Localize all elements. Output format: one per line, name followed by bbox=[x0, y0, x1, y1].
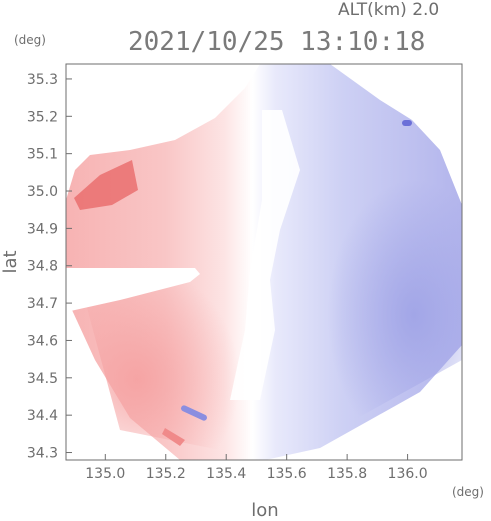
x-tick-label: 135.4 bbox=[206, 466, 246, 482]
x-tick-label: 135.2 bbox=[146, 466, 186, 482]
y-tick-label: 34.3 bbox=[27, 446, 58, 462]
velocity-field bbox=[66, 64, 462, 460]
x-tick-label: 136.0 bbox=[388, 466, 428, 482]
x-ticks: 135.0 135.2 135.4 135.6 135.8 136.0 bbox=[85, 454, 428, 482]
chart-title: 2021/10/25 13:10:18 bbox=[128, 27, 425, 57]
y-tick-label: 34.9 bbox=[27, 221, 58, 237]
y-tick-label: 34.8 bbox=[27, 259, 58, 275]
y-tick-label: 34.4 bbox=[27, 408, 58, 424]
x-tick-label: 135.0 bbox=[85, 466, 125, 482]
y-tick-label: 35.3 bbox=[27, 72, 58, 88]
x-tick-label: 135.8 bbox=[327, 466, 367, 482]
y-tick-label: 34.7 bbox=[27, 296, 58, 312]
y-tick-label: 35.0 bbox=[27, 184, 58, 200]
x-axis-label: lon bbox=[251, 500, 278, 521]
y-ticks: 34.3 34.4 34.5 34.6 34.7 34.8 34.9 35.0 35.1 35.2… bbox=[27, 72, 72, 462]
y-tick-label: 34.5 bbox=[27, 371, 58, 387]
blank-wedge bbox=[66, 268, 200, 312]
y-tick-label: 35.1 bbox=[27, 147, 58, 163]
y-tick-label: 35.2 bbox=[27, 109, 58, 125]
subtitle: ALT(km) 2.0 bbox=[338, 0, 439, 20]
x-unit-label: (deg) bbox=[452, 485, 484, 499]
plot-frame bbox=[65, 63, 463, 461]
y-unit-label: (deg) bbox=[14, 33, 46, 47]
y-tick-label: 34.6 bbox=[27, 333, 58, 349]
x-tick-label: 135.6 bbox=[267, 466, 307, 482]
y-axis-label: lat bbox=[0, 250, 21, 273]
